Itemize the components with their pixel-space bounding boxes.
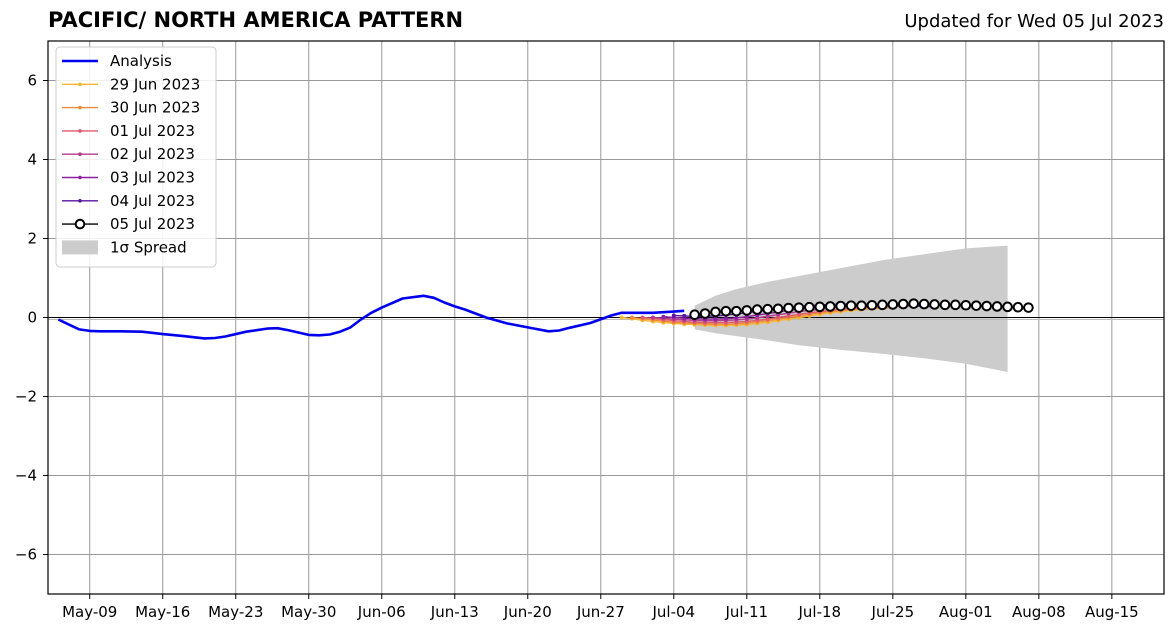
forecast-point [671,313,676,318]
forecast-point [1023,302,1034,313]
legend-marker [78,105,82,110]
forecast-point [762,303,773,315]
y-tick-label: −2 [15,388,37,406]
forecast-point [1012,301,1024,313]
forecast-point [650,315,655,320]
forecast-point [699,308,711,319]
legend-swatch [62,240,98,255]
legend-label: Analysis [110,52,172,70]
x-tick-label: Jul-25 [871,603,915,621]
legend-item: 03 Jul 2023 [62,169,195,187]
forecast-point [918,298,930,310]
legend-box [55,46,217,268]
legend-item: 30 Jun 2023 [62,99,200,117]
forecast-point [689,309,700,321]
x-tick-label: May-16 [135,603,190,621]
y-tick-label: 2 [27,230,37,248]
forecast-point [877,299,888,311]
legend-marker [78,82,82,87]
legend-label: 30 Jun 2023 [110,99,200,117]
forecast-point [793,302,805,313]
x-tick-label: May-30 [281,603,336,621]
forecast-point [713,317,718,322]
legend-item: 02 Jul 2023 [62,145,195,163]
forecast-point [804,301,815,313]
legend-item: 1σ Spread [62,238,187,256]
forecast-point [866,299,878,311]
forecast-point [619,315,624,320]
x-tick-label: Jul-04 [651,603,695,621]
x-tick-label: Aug-15 [1085,603,1139,621]
y-tick-label: −4 [15,467,37,485]
y-tick-label: 0 [27,309,37,327]
forecast-point [856,300,867,311]
forecast-point [682,313,687,318]
forecast-point [814,301,826,313]
forecast-point [950,299,961,311]
legend-item: 01 Jul 2023 [62,122,195,140]
legend-item: 05 Jul 2023 [62,215,195,233]
chart-title: PACIFIC/ NORTH AMERICA PATTERN [48,8,464,32]
legend-label: 03 Jul 2023 [110,169,195,187]
forecast-point [835,300,846,312]
x-tick-label: Aug-08 [1012,603,1066,621]
x-tick-label: Jul-11 [724,603,768,621]
y-tick-label: −6 [15,546,37,564]
forecast-point [939,299,951,311]
forecast-point [640,315,645,320]
analysis-line [57,294,685,340]
forecast-point [908,298,919,309]
x-tick-label: Jun-06 [357,603,406,621]
legend-label: 04 Jul 2023 [110,192,195,210]
legend-item: 29 Jun 2023 [62,75,200,93]
forecast-point [929,299,940,310]
x-tick-label: Jun-27 [576,603,625,621]
y-tick-label: 6 [27,72,37,90]
legend-label: 01 Jul 2023 [110,122,195,140]
forecast-point [1002,301,1013,313]
forecast-point [824,301,836,312]
legend-label: 1σ Spread [110,238,187,256]
y-tick-label: 4 [27,151,37,169]
forecast-point [731,305,742,317]
legend-label: 05 Jul 2023 [110,215,195,233]
legend-marker [74,218,86,230]
x-tick-label: Aug-01 [939,603,993,621]
legend: Analysis 29 Jun 2023 30 Jun 2023 01 Jul 202… [55,46,217,268]
x-tick-label: May-23 [208,603,263,621]
legend-marker [78,199,82,203]
forecast-point [970,300,982,311]
forecast-point [991,301,1003,312]
legend-item: Analysis [62,52,172,70]
legend-marker [78,129,82,133]
forecast-point [981,300,992,312]
forecast-series [689,298,1034,321]
legend-marker [78,175,82,180]
forecast-point [783,302,794,314]
forecast-point [897,298,909,310]
legend-label: 02 Jul 2023 [110,145,195,163]
forecast-point [723,316,728,321]
x-tick-label: Jun-13 [430,603,479,621]
x-tick-label: May-09 [62,603,117,621]
forecast-point [710,306,721,318]
forecast-point [734,315,739,320]
forecast-point [720,305,732,317]
legend-item: 04 Jul 2023 [62,192,195,210]
legend-marker [78,152,82,156]
forecast-point [741,305,753,316]
forecast-point [751,304,763,315]
forecast-point [630,315,635,320]
x-tick-label: Jun-20 [503,603,552,621]
forecast-point [845,300,857,311]
forecast-point [772,303,784,315]
x-tick-label: Jul-18 [798,603,842,621]
chart-subtitle: Updated for Wed 05 Jul 2023 [904,11,1164,32]
forecast-point [887,299,899,310]
legend-label: 29 Jun 2023 [110,75,200,93]
forecast-point [661,314,666,319]
forecast-point [960,299,972,311]
